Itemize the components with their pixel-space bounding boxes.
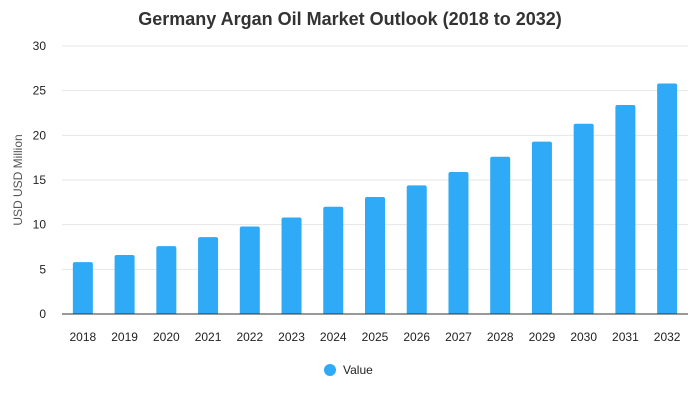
x-tick-label: 2031 — [612, 330, 639, 344]
bar-2022[interactable] — [239, 226, 260, 314]
x-tick-label: 2022 — [236, 330, 263, 344]
x-axis-ticks: 2018 2019 2020 2021 2022 2023 2024 2025 2026 2027… — [70, 330, 681, 344]
y-tick-label: 20 — [33, 128, 47, 142]
legend-label-value[interactable]: Value — [343, 363, 373, 377]
bar-2020[interactable] — [156, 246, 177, 314]
x-tick-label: 2026 — [403, 330, 430, 344]
x-tick-label: 2027 — [445, 330, 472, 344]
bar-2019[interactable] — [114, 255, 135, 314]
bar-2031[interactable] — [615, 104, 636, 315]
x-tick-label: 2029 — [529, 330, 556, 344]
x-tick-label: 2018 — [70, 330, 97, 344]
y-tick-label: 30 — [33, 39, 47, 53]
bar-2029[interactable] — [531, 141, 552, 314]
x-tick-label: 2021 — [195, 330, 222, 344]
x-tick-label: 2024 — [320, 330, 347, 344]
y-tick-label: 10 — [33, 218, 47, 232]
y-tick-label: 0 — [39, 307, 46, 321]
y-tick-label: 15 — [33, 173, 47, 187]
x-tick-label: 2032 — [654, 330, 681, 344]
y-axis-ticks: 0 5 10 15 20 25 30 — [33, 39, 47, 321]
bar-2032[interactable] — [657, 83, 678, 315]
bar-2018[interactable] — [72, 262, 93, 314]
bar-2027[interactable] — [448, 171, 469, 314]
x-tick-label: 2025 — [362, 330, 389, 344]
y-tick-label: 25 — [33, 84, 47, 98]
legend[interactable]: Value — [324, 363, 373, 377]
y-axis-title: USD USD Million — [11, 134, 25, 225]
bar-2028[interactable] — [490, 156, 511, 314]
legend-swatch-value[interactable] — [324, 364, 336, 376]
x-tick-label: 2019 — [111, 330, 138, 344]
x-tick-label: 2020 — [153, 330, 180, 344]
bar-2030[interactable] — [573, 123, 594, 314]
x-tick-label: 2030 — [570, 330, 597, 344]
x-tick-label: 2028 — [487, 330, 514, 344]
bar-2021[interactable] — [198, 237, 219, 314]
bar-2023[interactable] — [281, 217, 302, 314]
bar-2025[interactable] — [365, 196, 385, 314]
y-tick-label: 5 — [39, 262, 46, 276]
bars — [72, 83, 678, 315]
bar-2024[interactable] — [323, 206, 344, 314]
bar-2026[interactable] — [406, 185, 427, 314]
chart-title: Germany Argan Oil Market Outlook (2018 t… — [138, 9, 561, 29]
x-tick-label: 2023 — [278, 330, 305, 344]
